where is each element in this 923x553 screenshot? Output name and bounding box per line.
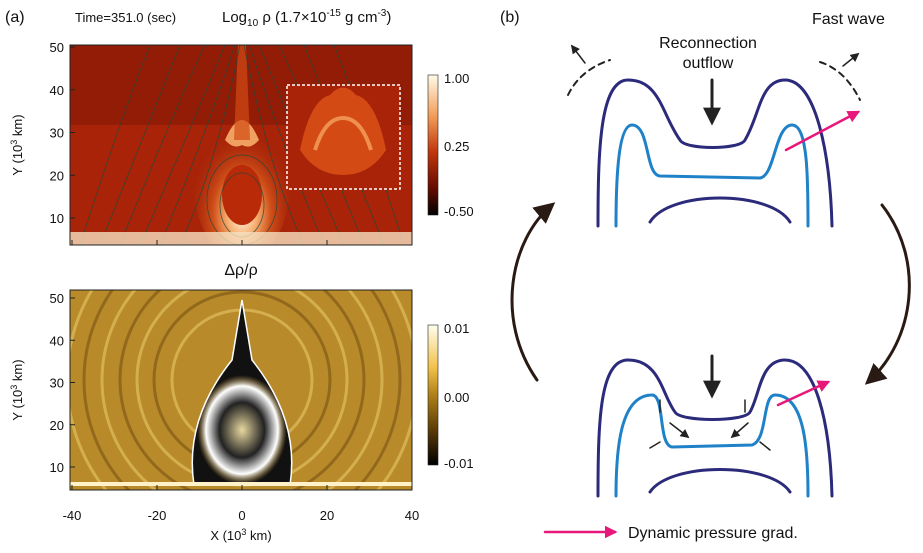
label-part: Y (10	[10, 145, 25, 176]
title-part: g cm	[341, 9, 378, 26]
title-part: 10	[247, 18, 259, 29]
colorbar-tick-label: -0.50	[444, 204, 474, 219]
label-part: 3	[9, 385, 19, 390]
title-part: ρ (1.7×10	[258, 9, 326, 26]
y-axis-label: Y (103 km)	[9, 359, 25, 420]
label-part: X (10	[210, 528, 241, 543]
colorbar	[427, 324, 439, 466]
plot-title: Log10 ρ (1.7×10-15 g cm-3)	[222, 8, 391, 29]
x-tick-label: 0	[238, 508, 245, 523]
y-tick-label: 10	[50, 460, 64, 475]
label-part: km)	[246, 528, 271, 543]
plot-frame	[69, 289, 413, 491]
x-tick-label: 40	[405, 508, 419, 523]
y-tick-label: 20	[50, 168, 64, 183]
panel-label: (a)	[5, 9, 25, 26]
y-tick-label: 30	[50, 376, 64, 391]
y-axis-label: Y (103 km)	[9, 114, 25, 175]
outflow-label: Reconnection	[659, 35, 757, 52]
colorbar-tick-label: 1.00	[444, 71, 469, 86]
y-tick-label: 40	[50, 83, 64, 98]
label-part: 3	[9, 140, 19, 145]
colorbar-tick-label: 0.00	[444, 390, 469, 405]
x-tick-label: -20	[148, 508, 167, 523]
title-part: )	[386, 9, 391, 26]
title-part: -15	[326, 8, 341, 19]
diagram	[510, 44, 911, 539]
label-part: Y (10	[10, 390, 25, 421]
y-tick-label: 10	[50, 211, 64, 226]
label-part: 3	[241, 527, 246, 537]
x-axis-label: X (103 km)	[210, 527, 271, 543]
colorbar-tick-label: 0.25	[444, 139, 469, 154]
colorbar	[427, 74, 439, 216]
panel-label: (b)	[500, 9, 520, 26]
label-part: km)	[10, 359, 25, 384]
title-part: -3	[377, 8, 386, 19]
y-tick-label: 50	[50, 40, 64, 55]
colorbar-tick-label: 0.01	[444, 321, 469, 336]
title-part: Log	[222, 9, 247, 26]
colorbar-tick-label: -0.01	[444, 456, 474, 471]
y-tick-label: 40	[50, 333, 64, 348]
x-tick-label: -40	[63, 508, 82, 523]
x-tick-label: 20	[320, 508, 334, 523]
outflow-label: outflow	[683, 55, 734, 72]
y-tick-label: 50	[50, 291, 64, 306]
legend-label: Dynamic pressure grad.	[628, 525, 798, 542]
y-tick-label: 20	[50, 418, 64, 433]
density-map	[70, 45, 412, 245]
fast-wave-label: Fast wave	[812, 11, 885, 28]
label-part: km)	[10, 114, 25, 139]
subplot-title: Δρ/ρ	[224, 262, 257, 279]
time-label: Time=351.0 (sec)	[75, 10, 176, 25]
perturbation-map	[70, 290, 412, 490]
y-tick-label: 30	[50, 126, 64, 141]
plot-frame	[69, 44, 413, 246]
